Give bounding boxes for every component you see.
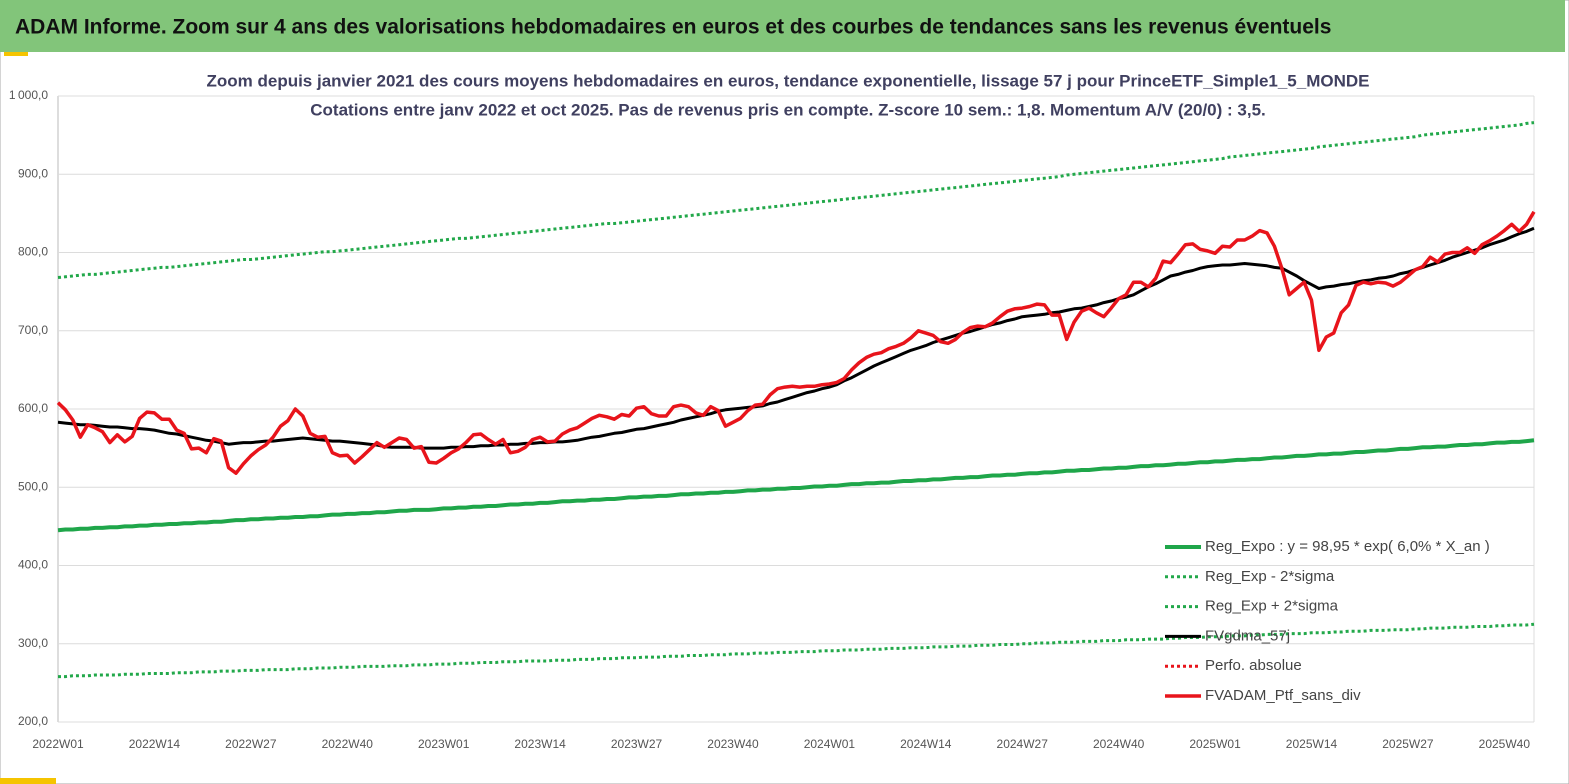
legend-label: Perfo. absolue (1205, 657, 1302, 674)
y-tick-label: 800,0 (18, 245, 48, 259)
y-tick-label: 900,0 (18, 166, 48, 180)
y-tick-label: 500,0 (18, 479, 48, 493)
x-tick-label: 2022W01 (32, 737, 84, 751)
x-tick-label: 2024W27 (997, 737, 1049, 751)
header-bar (0, 0, 1565, 52)
legend-label: FVADAM_Ptf_sans_div (1205, 687, 1361, 704)
x-tick-label: 2025W01 (1189, 737, 1241, 751)
legend-label: FVgdma_57j (1205, 627, 1290, 644)
series-line (57, 226, 1535, 450)
accent (4, 52, 28, 56)
y-tick-label: 200,0 (18, 714, 48, 728)
x-tick-label: 2024W14 (900, 737, 952, 751)
x-tick-label: 2025W14 (1286, 737, 1338, 751)
x-tick-label: 2022W27 (225, 737, 277, 751)
x-tick-label: 2022W14 (129, 737, 181, 751)
x-tick-label: 2024W40 (1093, 737, 1145, 751)
series-line (57, 438, 1535, 533)
header-title: ADAM Informe. Zoom sur 4 ans des valoris… (15, 16, 1331, 39)
x-tick-label: 2023W27 (611, 737, 663, 751)
series-line (58, 622, 1535, 679)
series-line (57, 121, 1535, 279)
legend-label: Reg_Exp - 2*sigma (1205, 568, 1335, 585)
y-tick-label: 700,0 (18, 323, 48, 337)
x-tick-label: 2023W01 (418, 737, 470, 751)
accent (0, 778, 56, 784)
chart-title: Zoom depuis janvier 2021 des cours moyen… (206, 71, 1369, 90)
chart-subtitle: Cotations entre janv 2022 et oct 2025. P… (310, 100, 1266, 119)
y-tick-label: 600,0 (18, 401, 48, 415)
series-line (56, 210, 1536, 475)
x-tick-label: 2025W40 (1479, 737, 1531, 751)
x-tick-label: 2022W40 (322, 737, 374, 751)
x-tick-label: 2023W14 (514, 737, 566, 751)
y-tick-label: 1 000,0 (9, 88, 48, 102)
x-tick-label: 2025W27 (1382, 737, 1434, 751)
x-tick-label: 2024W01 (804, 737, 856, 751)
y-tick-label: 400,0 (18, 558, 48, 572)
x-tick-label: 2023W40 (707, 737, 759, 751)
legend-label: Reg_Expo : y = 98,95 * exp( 6,0% * X_an … (1205, 538, 1490, 555)
y-tick-label: 300,0 (18, 636, 48, 650)
legend-label: Reg_Exp + 2*sigma (1205, 598, 1339, 615)
